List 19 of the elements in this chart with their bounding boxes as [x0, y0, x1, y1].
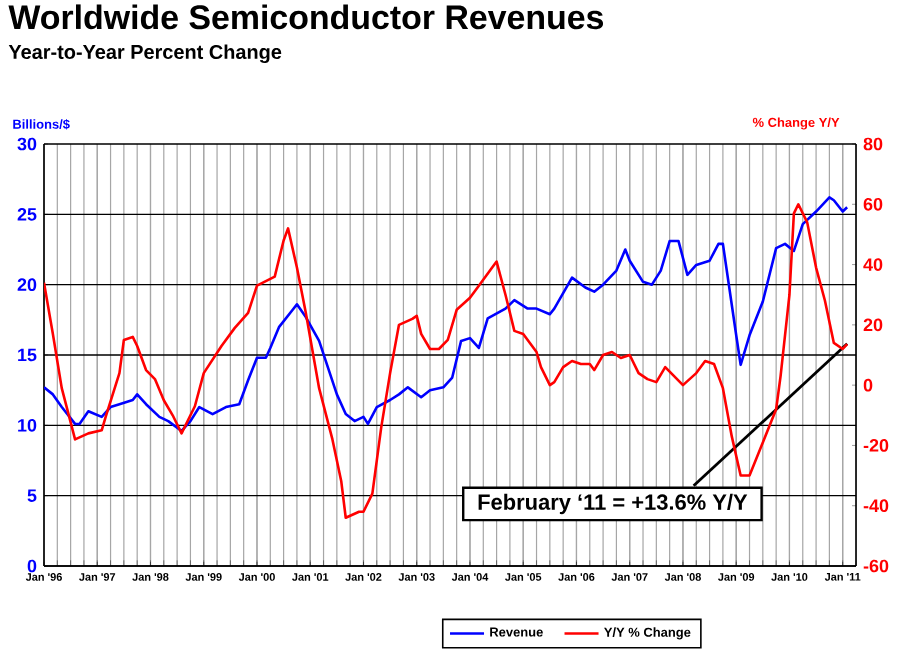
- line-series: [44, 202, 849, 520]
- y-tick-label: 20: [17, 278, 37, 292]
- chart-title: Worldwide Semiconductor Revenues: [8, 4, 604, 30]
- y-tick-label: 15: [18, 348, 37, 362]
- y-tick-label: 30: [17, 137, 37, 151]
- y2-tick-label: 0: [863, 378, 873, 392]
- y2-tick-label: -60: [863, 559, 889, 573]
- y-tick-label: 10: [18, 418, 37, 432]
- y2-tick-label: -40: [863, 499, 889, 513]
- y2-tick-label: 20: [863, 318, 883, 332]
- y-tick-label: 25: [17, 207, 37, 221]
- chart-subtitle: Year-to-Year Percent Change: [8, 44, 282, 64]
- y-tick-label: 0: [27, 559, 37, 573]
- y2-tick-label: -20: [863, 439, 889, 452]
- y-tick-label: 5: [27, 489, 37, 502]
- y2-tick-label: 40: [863, 258, 883, 271]
- y2-tick-label: 80: [863, 137, 883, 151]
- y2-tick-label: 60: [863, 197, 883, 211]
- annotation: February ‘11 = +13.6% Y/Y: [478, 493, 748, 515]
